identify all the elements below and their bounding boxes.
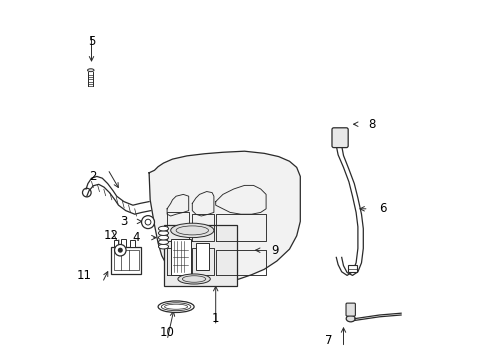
Text: 11: 11	[76, 269, 91, 282]
Ellipse shape	[158, 301, 194, 312]
Bar	[347, 265, 356, 272]
Text: 8: 8	[368, 118, 375, 131]
Circle shape	[114, 244, 126, 256]
Ellipse shape	[346, 315, 354, 322]
Bar	[121, 239, 125, 247]
Text: 9: 9	[271, 244, 279, 257]
Text: 1: 1	[211, 312, 219, 325]
Bar	[163, 225, 237, 286]
Bar	[130, 240, 134, 247]
Bar	[196, 243, 208, 270]
Polygon shape	[149, 151, 300, 284]
Ellipse shape	[158, 235, 168, 240]
Ellipse shape	[87, 69, 94, 72]
Bar	[114, 250, 139, 270]
Bar	[114, 240, 118, 247]
Text: 12: 12	[103, 229, 119, 242]
Text: 6: 6	[379, 202, 386, 215]
Circle shape	[118, 248, 122, 253]
Ellipse shape	[178, 274, 210, 284]
Ellipse shape	[158, 244, 168, 249]
Ellipse shape	[158, 231, 168, 235]
Bar	[170, 239, 190, 275]
Text: 10: 10	[160, 327, 174, 339]
Text: 7: 7	[325, 334, 332, 347]
Ellipse shape	[158, 226, 168, 231]
Circle shape	[141, 216, 154, 229]
Text: 4: 4	[132, 231, 140, 244]
FancyBboxPatch shape	[346, 303, 355, 316]
Ellipse shape	[170, 223, 213, 238]
Text: 3: 3	[120, 215, 127, 228]
Bar	[110, 247, 141, 274]
Ellipse shape	[158, 240, 168, 244]
Text: 5: 5	[88, 35, 95, 48]
Text: 2: 2	[89, 170, 97, 183]
FancyBboxPatch shape	[331, 128, 347, 148]
